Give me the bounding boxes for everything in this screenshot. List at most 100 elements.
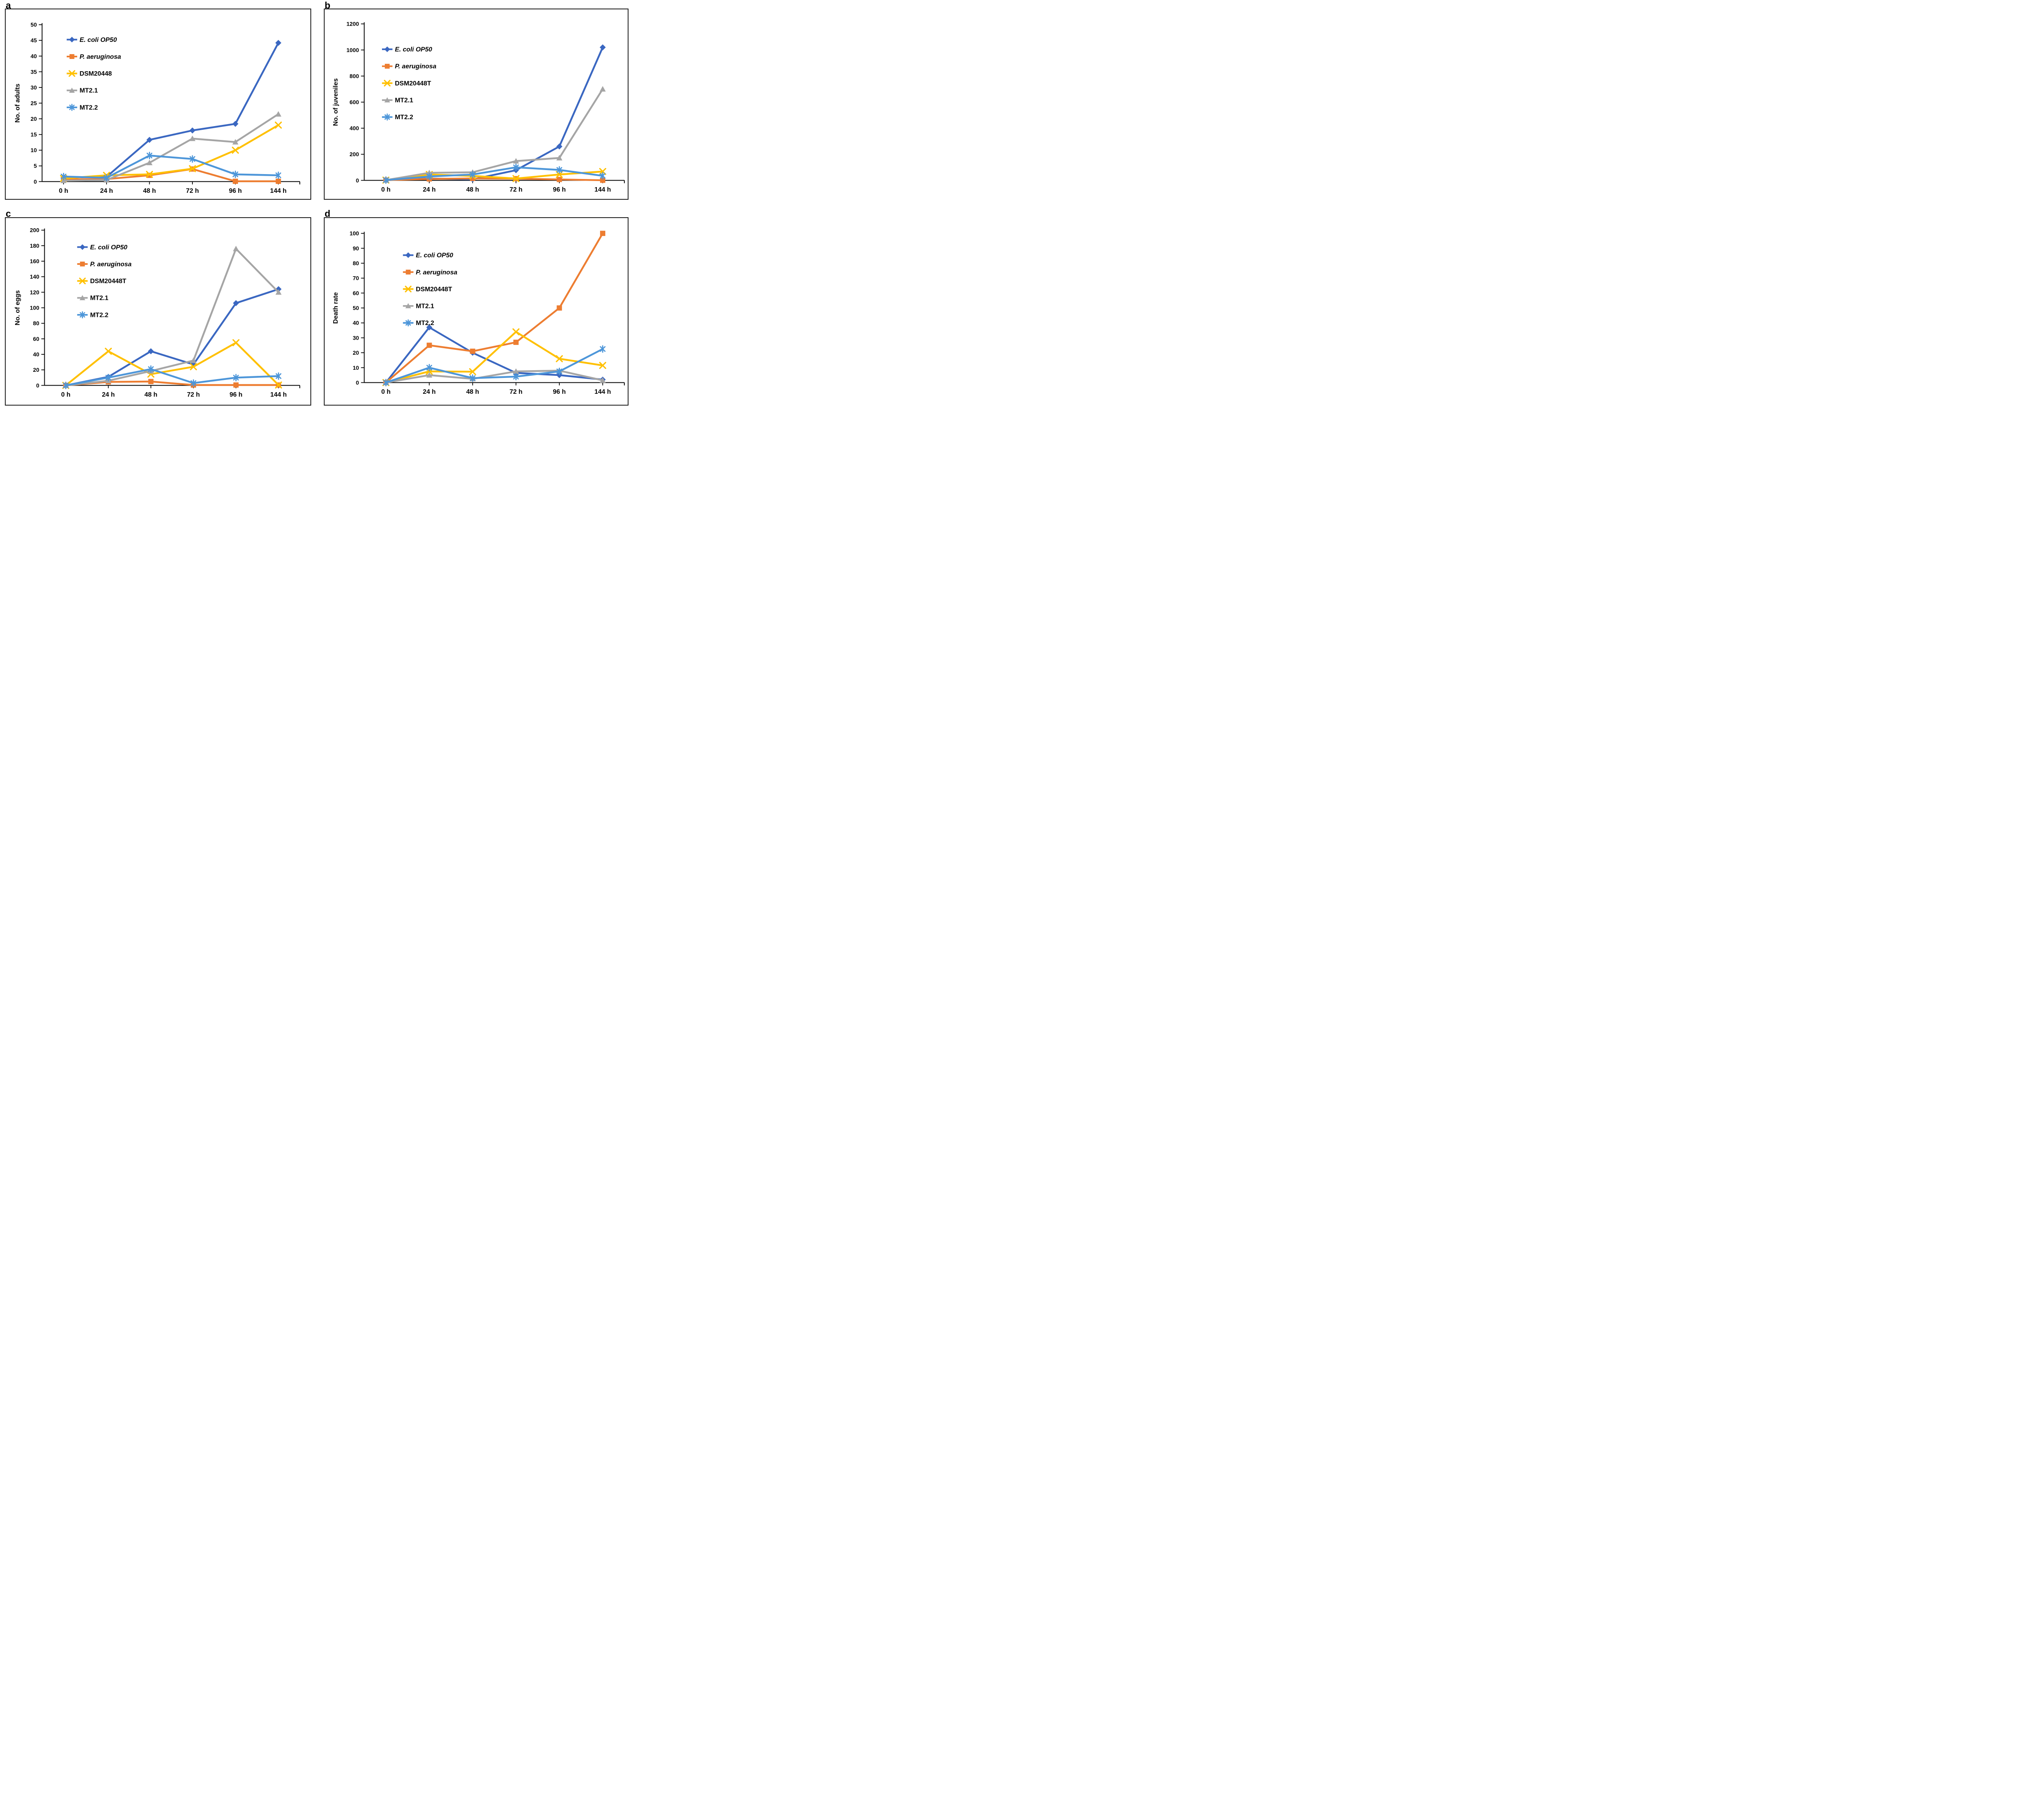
legend: E. coli OP50 P. aeruginosa DSM20448T MT2.1 M… [403,252,457,327]
x-marker [469,368,476,375]
x-tick-label: 24 h [423,388,436,395]
y-tick-label: 0 [356,177,359,183]
triangle-marker [69,87,75,93]
y-tick-label: 400 [349,125,359,131]
triangle-marker [79,295,85,300]
square-marker [513,339,519,345]
series-line [385,331,604,384]
series-line [385,348,604,384]
x-tick-label: 48 h [144,391,157,398]
diamond-marker [384,46,390,52]
diamond-marker [600,44,606,50]
asterisk-marker [275,171,282,179]
legend-label: P. aeruginosa [80,53,121,60]
legend-label: E. coli OP50 [80,37,117,44]
asterisk-marker [190,155,196,163]
asterisk-marker [469,170,476,179]
square-marker [557,305,562,311]
triangle-marker [233,246,239,251]
triangle-marker [426,170,432,175]
legend-item: E. coli OP50 [382,46,432,53]
legend-label: MT2.2 [395,114,413,121]
triangle-marker [556,155,563,161]
x-tick-label: 144 h [270,188,287,194]
x-marker [79,277,86,284]
y-tick-label: 20 [31,116,37,122]
y-axis-title: Death rate [332,292,339,324]
legend-item: E. coli OP50 [77,244,127,251]
legend-item: P. aeruginosa [403,269,457,276]
legend-label: DSM20448T [90,278,126,285]
x-axis-ticks: 0 h 24 h 48 h 72 h 96 h 144 h [59,181,287,194]
legend-item: MT2.1 [382,97,413,104]
triangle-marker [600,86,606,92]
legend: E. coli OP50 P. aeruginosa DSM20448 MT2.1 MT… [66,37,121,111]
square-marker [600,177,606,183]
square-marker [426,343,432,348]
x-marker [146,170,153,178]
triangle-marker [275,111,282,117]
y-tick-label: 1200 [347,21,359,27]
y-axis-ticks: 0 10 20 30 40 50 60 70 80 90 100 [349,230,364,386]
x-marker [599,362,607,369]
y-tick-label: 15 [31,131,37,138]
y-tick-label: 100 [30,305,39,311]
triangle-marker [405,303,411,308]
asterisk-marker [148,365,154,373]
legend-item: E. coli OP50 [66,37,117,44]
x-tick-label: 96 h [229,391,242,398]
legend-label: E. coli OP50 [416,252,453,259]
series-dsm20448 [60,121,282,182]
legend-item: DSM20448T [382,80,431,87]
triangle-marker [426,372,432,378]
x-marker [68,70,75,77]
legend-label: DSM20448 [80,70,112,77]
x-marker [232,339,240,347]
series-mt2-2 [63,365,282,389]
asterisk-marker [469,374,476,382]
series-line [65,368,279,386]
x-marker [275,121,282,129]
x-tick-label: 72 h [510,186,523,193]
legend-label: P. aeruginosa [416,269,457,276]
legend-item: DSM20448T [403,286,452,293]
chart-canvas: 0 10 20 30 40 50 60 70 80 90 100 0 h 24 h 48 h 72 h 96 … [332,230,625,395]
legend-item: MT2.2 [403,319,434,327]
y-tick-label: 5 [34,163,37,169]
asterisk-marker [190,379,196,387]
asterisk-marker [513,164,519,171]
y-tick-label: 40 [353,320,359,326]
series-line [385,369,604,384]
diamond-marker [556,143,563,150]
diamond-marker [189,127,196,134]
triangle-marker [189,135,196,141]
asterisk-marker [79,311,85,319]
square-marker [600,231,605,236]
triangle-marker [190,357,196,363]
y-tick-label: 10 [31,147,37,153]
x-tick-label: 144 h [594,388,611,395]
asterisk-marker [105,374,111,382]
x-tick-label: 72 h [187,391,200,398]
x-axis-ticks: 0 h 24 h 48 h 72 h 96 h 144 h [381,180,611,193]
series-dsm20448t [62,339,282,389]
axes [364,231,625,386]
series-line [385,232,604,384]
legend-item: MT2.2 [77,311,109,319]
x-marker [384,80,391,87]
legend-item: DSM20448T [77,277,127,285]
legend: E. coli OP50 P. aeruginosa DSM20448T MT2.1 M… [77,244,132,319]
panel-label-c: c [6,208,11,219]
legend-label: DSM20448T [395,80,431,87]
x-tick-label: 144 h [270,391,287,398]
y-axis-ticks: 0 200 400 600 800 1000 1200 [347,21,364,183]
triangle-marker [513,368,519,374]
y-tick-label: 20 [33,367,39,373]
series-line [385,166,604,181]
y-tick-label: 30 [353,334,359,341]
legend-item: MT2.1 [77,295,109,302]
legend-label: DSM20448T [416,286,452,293]
chart-canvas: 0 20 40 60 80 100 120 140 160 180 200 0 h 24 h 48 h 72… [14,227,300,398]
x-tick-label: 96 h [553,388,566,395]
figure-panel-grid: a b c d 0 5 10 15 20 25 30 35 40 45 50 0 h 24 h 48 h 7… [0,0,629,407]
